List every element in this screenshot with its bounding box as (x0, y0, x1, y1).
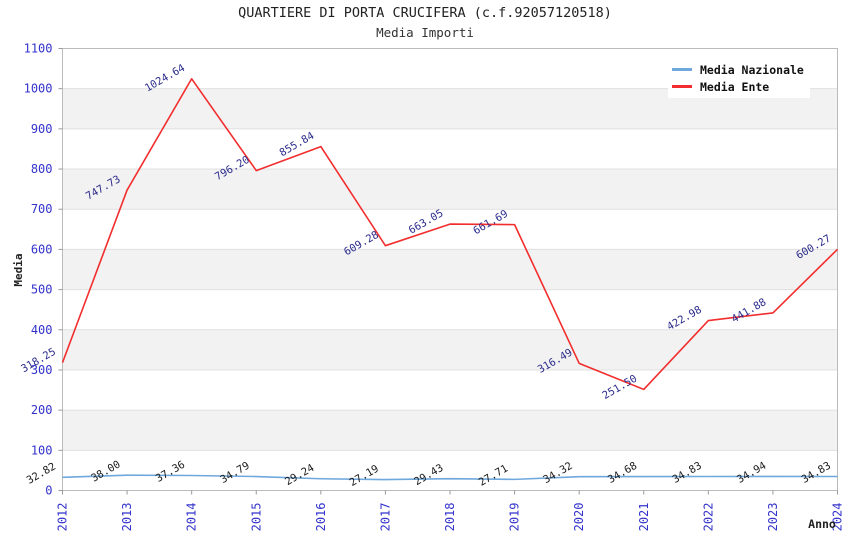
y-tick-label: 200 (31, 403, 53, 417)
x-tick-label: 2024 (831, 503, 845, 532)
series-line-media-nazionale (62, 474, 838, 481)
data-label: 29.24 (283, 462, 316, 488)
data-label: 34.68 (606, 460, 639, 486)
x-tick-label: 2014 (185, 503, 199, 532)
legend-item-media-nazionale[interactable]: Media Nazionale (672, 61, 804, 78)
x-tick-label: 2019 (508, 503, 522, 532)
data-label: 34.79 (218, 460, 251, 486)
x-axis-ticks: 2012 2013 2014 2015 2016 2017 2018 2019 2020 2021… (56, 490, 845, 532)
chart-title: QUARTIERE DI PORTA CRUCIFERA (c.f.920571… (238, 5, 612, 21)
x-axis-label: Anno (808, 517, 836, 531)
legend-label-media-nazionale: Media Nazionale (700, 62, 804, 77)
data-label: 27.71 (477, 463, 510, 489)
y-tick-label: 400 (31, 323, 53, 337)
y-tick-label: 0 (45, 484, 52, 498)
gridlines (62, 88, 838, 451)
legend-item-media-ente[interactable]: Media Ente (672, 78, 804, 95)
chart-subtitle: Media Importi (376, 25, 474, 40)
x-tick-label: 2021 (637, 503, 651, 532)
data-label: 34.83 (800, 460, 833, 486)
x-tick-label: 2012 (56, 503, 70, 532)
x-tick-label: 2018 (443, 503, 457, 532)
data-label: 441.88 (730, 296, 769, 325)
series-line-media-ente (61, 77, 839, 391)
data-label: 34.32 (541, 460, 574, 486)
data-label: 422.98 (665, 304, 704, 333)
data-label: 27.19 (348, 463, 381, 489)
data-label: 29.43 (412, 462, 445, 488)
chart-legend: Media Nazionale Media Ente (668, 58, 810, 98)
data-label: 32.82 (25, 461, 58, 487)
x-tick-label: 2017 (378, 503, 392, 532)
data-label: 37.36 (154, 459, 187, 485)
y-tick-label: 500 (31, 283, 53, 297)
y-tick-label: 1000 (24, 82, 53, 96)
y-axis-ticks: 0 100 200 300 400 500 600 700 800 900 1000 1100 (24, 42, 63, 498)
y-tick-label: 300 (31, 363, 53, 377)
data-label: 661.69 (471, 208, 510, 237)
legend-swatch-media-nazionale (672, 68, 692, 71)
x-tick-label: 2015 (249, 503, 263, 532)
plot-bands (62, 88, 838, 451)
x-tick-label: 2022 (701, 503, 715, 532)
data-label: 34.94 (735, 460, 768, 486)
x-tick-label: 2013 (120, 503, 134, 532)
data-label: 251.50 (600, 373, 639, 402)
data-label: 34.83 (670, 460, 703, 486)
y-tick-label: 100 (31, 443, 53, 457)
data-label: 38.00 (89, 458, 122, 484)
x-tick-label: 2020 (572, 503, 586, 532)
x-tick-label: 2023 (766, 503, 780, 532)
y-tick-label: 800 (31, 162, 53, 176)
legend-label-media-ente: Media Ente (700, 79, 770, 94)
y-axis-label: Media (12, 253, 25, 286)
legend-swatch-media-ente (672, 85, 692, 88)
y-tick-label: 600 (31, 242, 53, 256)
y-tick-label: 700 (31, 202, 53, 216)
y-tick-label: 900 (31, 122, 53, 136)
series-lines (61, 77, 839, 481)
x-tick-label: 2016 (314, 503, 328, 532)
y-tick-label: 1100 (24, 42, 53, 56)
